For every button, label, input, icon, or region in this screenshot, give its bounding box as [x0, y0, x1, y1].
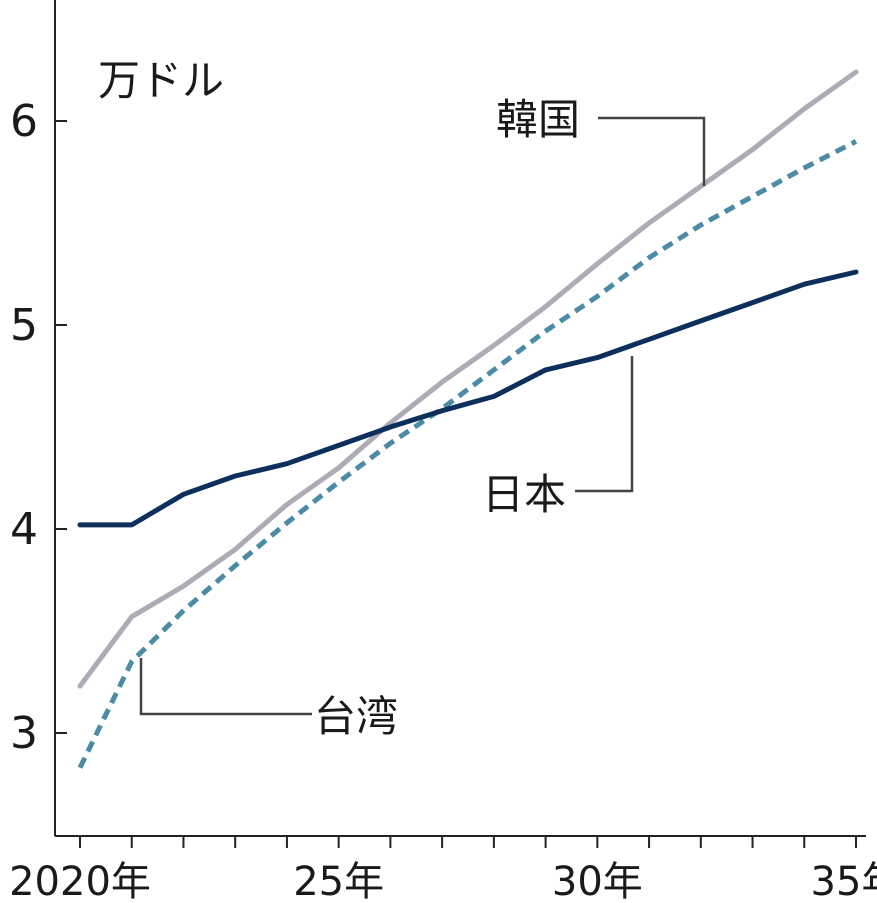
x-tick-label: 2020年: [9, 859, 151, 903]
axes: 3 4 5 6 2020年 25年 30年 35年: [9, 0, 877, 903]
x-tick-label: 35年: [811, 859, 877, 903]
series-layer: [77, 69, 859, 769]
y-unit-label: 万ドル: [98, 56, 224, 105]
series-label-2: 台湾: [314, 692, 398, 741]
leader-line-series-1: [598, 116, 706, 186]
label-leader-lines: [139, 116, 706, 716]
series-line-0: [77, 269, 859, 528]
y-tick-label: 3: [10, 708, 38, 759]
x-tick-label: 25年: [293, 859, 384, 903]
leader-line-series-2: [139, 658, 312, 716]
series-label-0: 日本: [482, 470, 566, 519]
series-line-1: [77, 69, 859, 689]
y-tick-label: 4: [10, 504, 38, 555]
leader-line-series-0: [575, 356, 634, 493]
series-label-1: 韓国: [496, 95, 580, 144]
x-tick-label: 30年: [552, 859, 643, 903]
series-line-2: [77, 139, 858, 769]
y-tick-label: 5: [10, 300, 38, 351]
y-tick-label: 6: [10, 96, 38, 147]
